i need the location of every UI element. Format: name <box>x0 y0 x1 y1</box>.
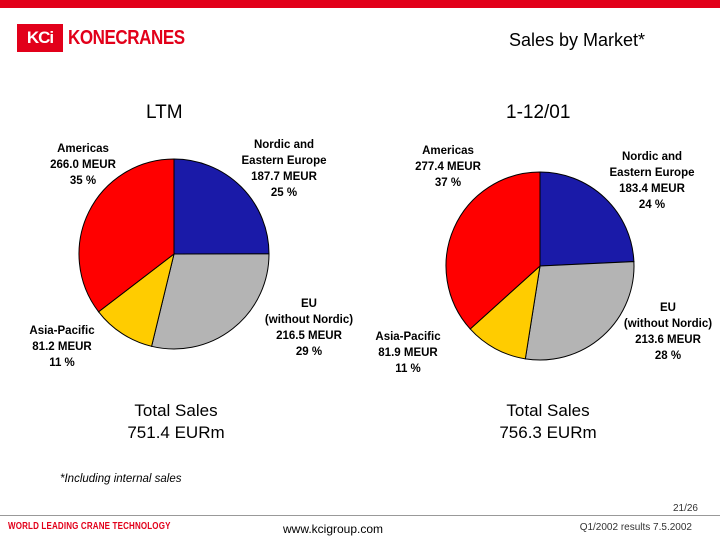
page-number: 21/26 <box>672 503 698 514</box>
slice-eu-without-nordic <box>524 261 635 361</box>
slice-label-nordic-eastern-europe: Nordic and Eastern Europe 187.7 MEUR 25 % <box>242 139 327 199</box>
pie-chart-2001: Nordic and Eastern Europe 183.4 MEUR 24 % EU… <box>375 145 712 375</box>
slice-label-asia-pacific: Asia-Pacific 81.9 MEUR 11 % <box>375 331 441 375</box>
konecranes-logo: KCi KONECRANES <box>17 24 205 52</box>
footer-divider <box>0 515 720 516</box>
slice-nordic-eastern-europe <box>539 171 635 267</box>
total-sales-ltm: Total Sales 751.4 EURm <box>100 400 252 444</box>
top-accent-bar <box>0 0 720 8</box>
logo-text: KONECRANES <box>68 26 185 49</box>
slice-nordic-eastern-europe <box>173 158 270 255</box>
logo-mark: KCi <box>17 24 63 52</box>
slice-americas <box>445 171 541 330</box>
slice-label-nordic-eastern-europe: Nordic and Eastern Europe 183.4 MEUR 24 % <box>610 151 695 211</box>
slice-label-eu-without-nordic: EU (without Nordic) 216.5 MEUR 29 % <box>265 298 353 358</box>
total-sales-value: 751.4 EURm <box>127 423 225 442</box>
footnote: *Including internal sales <box>60 473 182 485</box>
slice-americas <box>78 158 175 313</box>
slice-label-americas: Americas 266.0 MEUR 35 % <box>50 143 117 187</box>
slice-eu-without-nordic <box>150 253 270 350</box>
footer-tagline: WORLD LEADING CRANE TECHNOLOGY <box>8 521 171 532</box>
total-sales-2001: Total Sales 756.3 EURm <box>472 400 624 444</box>
slide-title: Sales by Market* <box>508 30 645 50</box>
chart-title-2001: 1-12/01 <box>506 102 571 123</box>
pie-chart-ltm: Nordic and Eastern Europe 187.7 MEUR 25 % EU… <box>29 139 353 369</box>
slice-label-americas: Americas 277.4 MEUR 37 % <box>415 145 482 189</box>
total-sales-label: Total Sales <box>134 401 218 420</box>
total-sales-value: 756.3 EURm <box>499 423 597 442</box>
total-sales-label: Total Sales <box>506 401 590 420</box>
footer-url[interactable]: www.kcigroup.com <box>283 522 384 536</box>
slice-label-eu-without-nordic: EU (without Nordic) 213.6 MEUR 28 % <box>624 302 712 362</box>
chart-title-ltm: LTM <box>146 102 183 123</box>
slice-label-asia-pacific: Asia-Pacific 81.2 MEUR 11 % <box>29 325 95 369</box>
footer-date: Q1/2002 results 7.5.2002 <box>579 522 692 533</box>
